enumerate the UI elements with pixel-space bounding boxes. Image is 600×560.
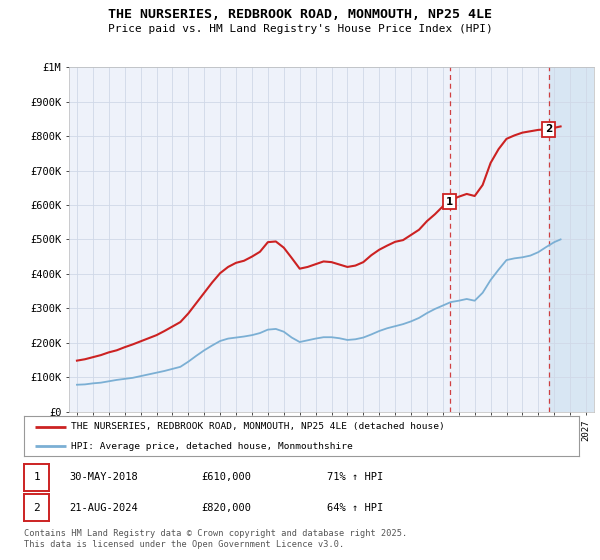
- Text: 64% ↑ HPI: 64% ↑ HPI: [327, 503, 383, 513]
- Text: Contains HM Land Registry data © Crown copyright and database right 2025.
This d: Contains HM Land Registry data © Crown c…: [24, 529, 407, 549]
- Text: £610,000: £610,000: [201, 472, 251, 482]
- Text: 21-AUG-2024: 21-AUG-2024: [69, 503, 138, 513]
- Text: THE NURSERIES, REDBROOK ROAD, MONMOUTH, NP25 4LE: THE NURSERIES, REDBROOK ROAD, MONMOUTH, …: [108, 8, 492, 21]
- Text: Price paid vs. HM Land Registry's House Price Index (HPI): Price paid vs. HM Land Registry's House …: [107, 24, 493, 34]
- Text: £820,000: £820,000: [201, 503, 251, 513]
- Text: 71% ↑ HPI: 71% ↑ HPI: [327, 472, 383, 482]
- Text: HPI: Average price, detached house, Monmouthshire: HPI: Average price, detached house, Monm…: [71, 442, 353, 451]
- Text: 30-MAY-2018: 30-MAY-2018: [69, 472, 138, 482]
- Text: 2: 2: [545, 124, 552, 134]
- Text: THE NURSERIES, REDBROOK ROAD, MONMOUTH, NP25 4LE (detached house): THE NURSERIES, REDBROOK ROAD, MONMOUTH, …: [71, 422, 445, 431]
- Text: 1: 1: [446, 197, 453, 207]
- Bar: [548, 67, 594, 412]
- Text: 1: 1: [33, 472, 40, 482]
- Text: 2: 2: [33, 503, 40, 513]
